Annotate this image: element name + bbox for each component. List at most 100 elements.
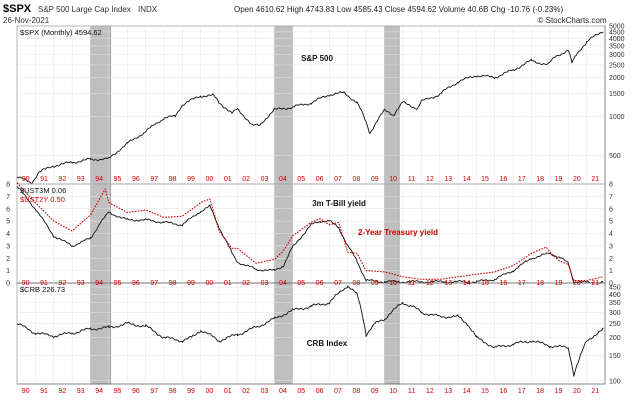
data-point [191, 337, 192, 338]
data-point [494, 271, 495, 272]
data-point [586, 42, 587, 43]
x-tick-label: 21 [591, 388, 599, 395]
data-point [513, 270, 514, 271]
data-point [369, 133, 370, 134]
x-tick-label: 08 [352, 388, 360, 395]
x-tick-label: 14 [463, 176, 471, 183]
x-tick-label: 18 [536, 388, 544, 395]
x-tick-label: 19 [555, 388, 563, 395]
data-point [163, 222, 164, 223]
data-point [411, 306, 412, 307]
x-tick-label: 03 [261, 176, 269, 183]
y-tick-label-left: 7 [6, 194, 10, 201]
data-point [513, 70, 514, 71]
y-tick-label: 2000 [609, 75, 625, 82]
data-point [237, 334, 238, 335]
data-point [402, 102, 403, 103]
y-tick-label: 3 [609, 243, 613, 250]
data-point [231, 253, 232, 254]
x-tick-label: 02 [242, 280, 250, 287]
y-tick-label: 1000 [609, 114, 625, 121]
y-tick-label: 2500 [609, 62, 625, 69]
x-tick-label: 01 [224, 176, 232, 183]
data-point [558, 256, 559, 257]
x-tick-label: 91 [40, 176, 48, 183]
data-point [105, 188, 106, 189]
data-point [16, 323, 17, 324]
x-tick-label: 99 [187, 280, 195, 287]
x-tick-label: 99 [187, 388, 195, 395]
x-tick-label: 93 [77, 176, 85, 183]
y-tick-label: 450 [609, 285, 621, 292]
x-tick-label: 91 [40, 388, 48, 395]
spx-legend: $SPX (Monthly) 4594.62 [20, 28, 102, 37]
series-line-ust3m [16, 186, 604, 284]
recession-band [90, 25, 112, 385]
data-point [384, 281, 385, 282]
symbol-title: $SPX [3, 3, 32, 15]
stockcharts-credit: © StockCharts.com [537, 16, 606, 25]
x-tick-label: 92 [58, 176, 66, 183]
x-tick-label: 09 [371, 388, 379, 395]
data-point [127, 219, 128, 220]
y-tick-label-left: 1 [6, 268, 10, 275]
data-point [586, 340, 587, 341]
data-point [547, 64, 548, 65]
data-point [555, 56, 556, 57]
y-tick-label: 3000 [609, 52, 625, 59]
data-point [219, 230, 220, 231]
x-tick-label: 13 [444, 388, 452, 395]
data-point [531, 60, 532, 61]
data-point [72, 162, 73, 163]
data-point [457, 276, 458, 277]
panel-bottom-lines [16, 285, 604, 377]
data-point [145, 326, 146, 327]
data-point [347, 251, 348, 252]
data-point [182, 224, 183, 225]
data-point [163, 217, 164, 218]
y-tick-label: 5 [609, 219, 613, 226]
x-tick-label: 10 [389, 280, 397, 287]
x-tick-label: 10 [389, 388, 397, 395]
x-tick-label: 05 [297, 280, 305, 287]
x-tick-label: 15 [481, 280, 489, 287]
y-tick-label: 250 [609, 321, 621, 328]
x-tick-label: 91 [40, 280, 48, 287]
tbill-title: 3m T-Bill yield [312, 199, 366, 208]
x-tick-label: 98 [169, 388, 177, 395]
x-tick-label: 02 [242, 176, 250, 183]
data-point [494, 347, 495, 348]
x-tick-label: 94 [95, 176, 103, 183]
data-point [163, 337, 164, 338]
x-tick-label: 21 [591, 176, 599, 183]
x-tick-label: 93 [77, 388, 85, 395]
x-tick-label: 02 [242, 388, 250, 395]
crb-title: CRB Index [307, 339, 348, 348]
data-point [402, 276, 403, 277]
data-point [338, 222, 339, 223]
data-point [494, 77, 495, 78]
y-tick-label-left: 0 [6, 281, 10, 288]
data-point [219, 340, 220, 341]
data-point [467, 323, 468, 324]
data-point [356, 294, 357, 295]
data-point [72, 245, 73, 246]
data-point [310, 224, 311, 225]
x-tick-label: 03 [261, 280, 269, 287]
x-tick-label: 90 [22, 280, 30, 287]
data-point [108, 202, 109, 203]
y-tick-label-left: 8 [6, 182, 10, 189]
data-point [283, 250, 284, 251]
data-point [200, 330, 201, 331]
x-tick-label: 11 [408, 176, 415, 183]
x-tick-label: 03 [261, 388, 269, 395]
data-point [494, 279, 495, 280]
data-point [421, 101, 422, 102]
index-name: S&P 500 Large Cap Index [38, 5, 131, 14]
data-point [531, 340, 532, 341]
x-tick-label: 13 [444, 176, 452, 183]
x-tick-label: 16 [499, 280, 507, 287]
